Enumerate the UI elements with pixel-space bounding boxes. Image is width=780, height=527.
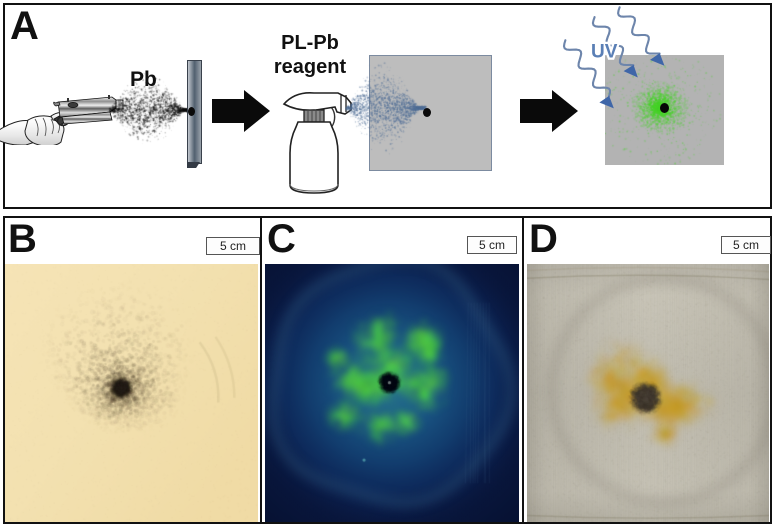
svg-text:UV: UV <box>591 42 618 63</box>
